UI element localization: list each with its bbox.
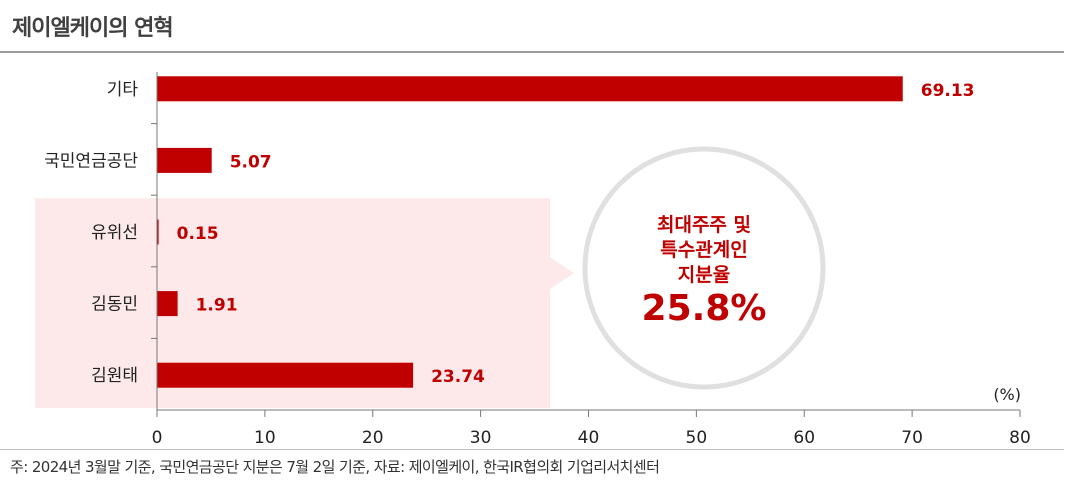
callout-value: 25.8% — [642, 288, 767, 329]
callout-pointer — [550, 257, 574, 290]
category-label: 기타 — [107, 80, 139, 100]
value-label: 0.15 — [177, 224, 219, 244]
callout-line-3: 지분율 — [678, 264, 730, 286]
callout-line-2: 특수관계인 — [660, 239, 747, 261]
category-label: 김원태 — [91, 366, 138, 386]
unit-label: (%) — [993, 385, 1021, 404]
category-label: 국민연금공단 — [44, 151, 138, 171]
bar — [157, 147, 212, 173]
x-tick-label: 30 — [470, 428, 492, 448]
category-label: 유위선 — [91, 223, 138, 243]
callout-line-1: 최대주주 및 — [657, 214, 751, 236]
x-tick-label: 20 — [362, 428, 384, 448]
x-tick-label: 40 — [578, 428, 600, 448]
x-tick-label: 50 — [686, 428, 708, 448]
value-label: 5.07 — [230, 152, 272, 172]
bar — [157, 219, 159, 245]
bar — [157, 291, 178, 317]
category-label: 김동민 — [91, 295, 138, 315]
value-label: 1.91 — [196, 296, 238, 316]
value-label: 69.13 — [921, 81, 975, 101]
x-tick-label: 80 — [1009, 428, 1031, 448]
x-tick-label: 10 — [254, 428, 276, 448]
x-tick-label: 0 — [152, 428, 163, 448]
footnote: 주: 2024년 3월말 기준, 국민연금공단 지분은 7월 2일 기준, 자료… — [10, 458, 660, 476]
x-tick-label: 70 — [901, 428, 923, 448]
callout-circle — [582, 146, 826, 390]
title-divider — [0, 51, 1064, 53]
bar — [157, 362, 414, 388]
value-label: 23.74 — [431, 367, 485, 387]
page-title: 제이엘케이의 연혁 — [12, 16, 174, 41]
x-tick-label: 60 — [793, 428, 815, 448]
bar — [157, 76, 903, 102]
footnote-divider — [0, 449, 1064, 450]
